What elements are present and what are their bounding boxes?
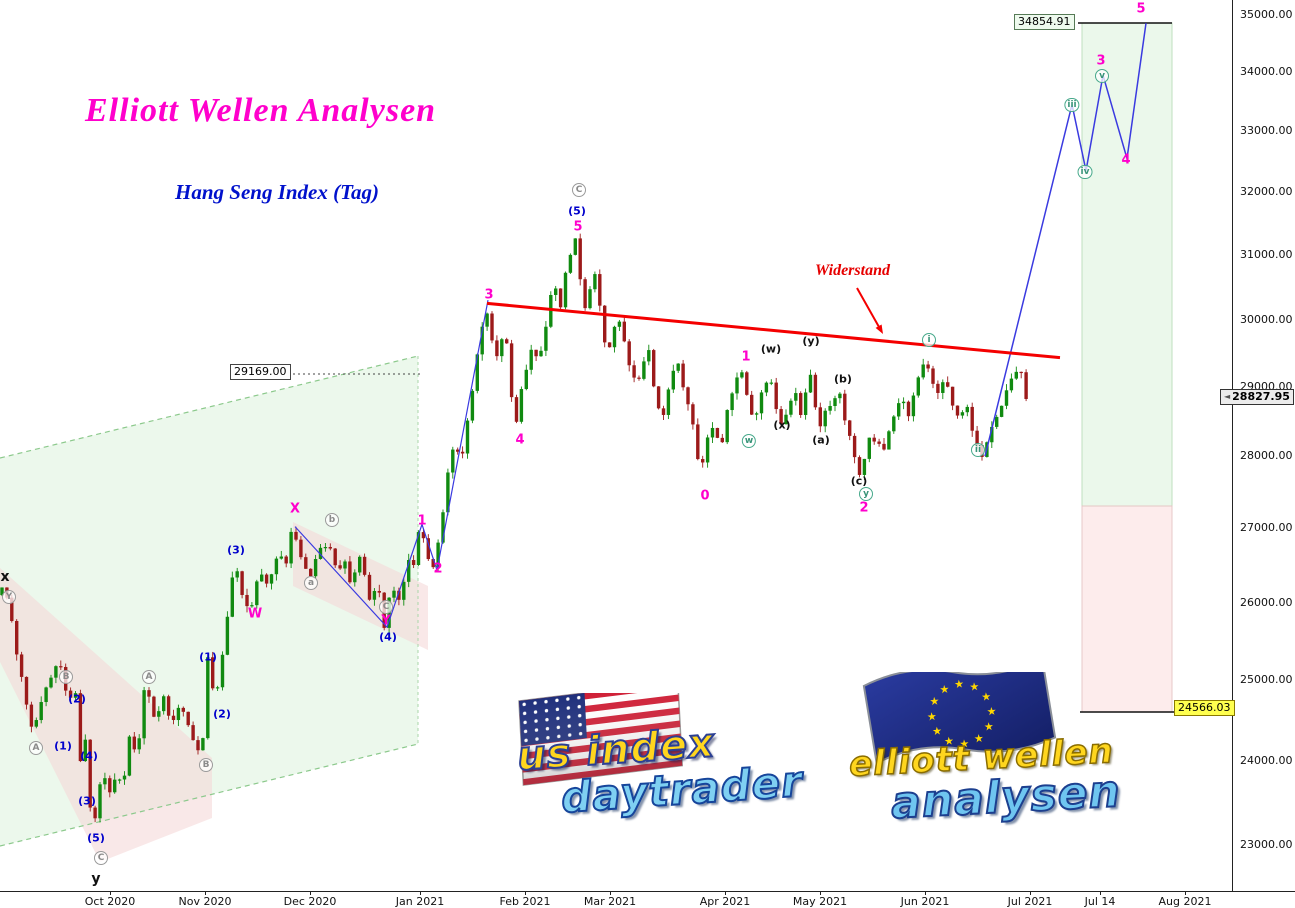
eu-star-icon: ★ [986,705,997,719]
price-pointer-icon: ◄ [1224,392,1231,401]
zones [0,22,1173,862]
resistance-text-label: Widerstand [815,262,890,279]
wave-x-to-3-line [294,299,489,629]
resistance-arrowhead [875,324,883,334]
upper-target-price-tag: 34854.91 [1014,14,1075,30]
date-tick-label: Apr 2021 [699,895,751,908]
date-tick-mark [310,892,311,895]
eu-star-icon: ★ [973,732,984,746]
date-tick-label: May 2021 [792,895,848,908]
elliott-wellen-analysen-logo: ★ ★ ★ ★ ★ ★ ★ ★ ★ ★ ★ ★ elliott wellen analysen [845,656,1145,837]
price-tick-label: 25000.00 [1240,673,1293,687]
eu-star-icon: ★ [939,683,950,697]
date-tick-label: Mar 2021 [583,895,637,908]
date-tick-label: Nov 2020 [178,895,232,908]
eu-star-icon: ★ [983,720,994,734]
us-flag-icon [518,680,683,786]
date-tick-mark [525,892,526,895]
price-axis[interactable]: 35000.00 34000.00 33000.00 32000.00 31000.00… [1232,0,1295,907]
price-tick-label: 26000.00 [1240,595,1293,609]
price-tick-label: 28000.00 [1240,449,1293,463]
date-tick-mark [420,892,421,895]
eu-star-icon: ★ [954,677,965,691]
price-tick-label: 24000.00 [1240,753,1293,767]
current-price-tag: ◄ 28827.95 [1220,389,1294,405]
date-tick-label: Jul 2021 [1007,895,1053,908]
us-index-daytrader-logo: us index daytrader [505,680,805,838]
page-title: Elliott Wellen Analysen [85,92,437,129]
current-price-value: 28827.95 [1232,390,1290,403]
eu-star-icon: ★ [929,694,940,708]
date-tick-mark [725,892,726,895]
channel-price-tag: 29169.00 [230,364,291,380]
eu-star-icon: ★ [969,680,980,694]
date-tick-label: Dec 2020 [283,895,337,908]
price-tick-label: 30000.00 [1240,312,1293,326]
price-tick-label: 35000.00 [1240,8,1293,21]
eu-star-icon: ★ [959,737,970,751]
price-tick-label: 27000.00 [1240,521,1293,535]
resistance-line [486,301,1061,360]
time-axis[interactable]: Oct 2020 Nov 2020 Dec 2020 Jan 2021 Feb 2021… [0,891,1295,908]
price-tick-label: 33000.00 [1240,124,1293,138]
projection-line [984,23,1147,457]
date-tick-mark [925,892,926,895]
date-tick-label: Aug 2021 [1158,895,1212,908]
date-tick-label: Jan 2021 [395,895,445,908]
date-tick-label: Oct 2020 [84,895,136,908]
price-tick-label: 34000.00 [1240,65,1293,79]
date-tick-label: Feb 2021 [499,895,551,908]
date-tick-mark [1030,892,1031,895]
lower-target-price-tag: 24566.03 [1174,700,1235,716]
date-tick-mark [205,892,206,895]
date-tick-mark [1100,892,1101,895]
eu-star-icon: ★ [944,734,955,748]
chart-subtitle: Hang Seng Index (Tag) [175,180,380,204]
eu-star-icon: ★ [981,690,992,704]
date-tick-mark [610,892,611,895]
date-tick-mark [110,892,111,895]
eu-star-icon: ★ [926,710,937,724]
date-tick-mark [820,892,821,895]
eu-star-icon: ★ [932,724,943,738]
resistance-arrow [856,287,880,328]
date-tick-label: Jun 2021 [900,895,950,908]
date-tick-mark [1185,892,1186,895]
price-tick-label: 23000.00 [1240,838,1293,852]
price-tick-label: 31000.00 [1240,247,1293,261]
price-tick-label: 32000.00 [1240,185,1293,199]
date-tick-label: Jul 14 [1084,895,1116,908]
